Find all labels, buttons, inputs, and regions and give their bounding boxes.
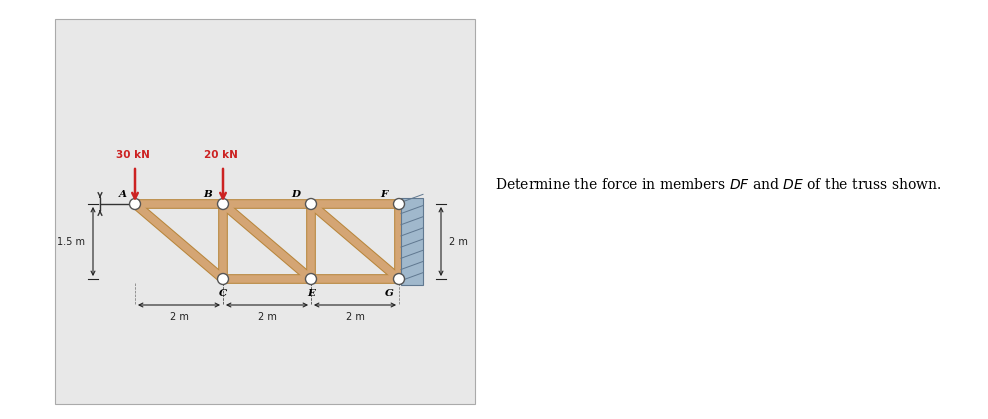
Circle shape — [217, 199, 228, 210]
Text: 2 m: 2 m — [258, 312, 277, 322]
Text: 2 m: 2 m — [170, 312, 189, 322]
Text: Determine the force in members $\mathit{DF}$ and $\mathit{DE}$ of the truss show: Determine the force in members $\mathit{… — [495, 176, 942, 191]
Text: A: A — [119, 189, 127, 199]
Text: C: C — [219, 289, 227, 297]
Circle shape — [217, 274, 228, 285]
Text: 2 m: 2 m — [449, 236, 468, 246]
Text: F: F — [380, 189, 387, 199]
Circle shape — [305, 199, 316, 210]
Text: G: G — [384, 289, 393, 297]
Bar — [401, 198, 423, 285]
Text: 20 kN: 20 kN — [205, 150, 238, 160]
Text: 2 m: 2 m — [346, 312, 365, 322]
Text: 1.5 m: 1.5 m — [57, 236, 85, 246]
Text: D: D — [291, 189, 300, 199]
Circle shape — [129, 199, 140, 210]
Circle shape — [393, 199, 404, 210]
Bar — [55, 19, 475, 404]
Circle shape — [305, 274, 316, 285]
Circle shape — [393, 274, 404, 285]
Text: E: E — [307, 289, 315, 297]
Text: B: B — [204, 189, 212, 199]
Text: 30 kN: 30 kN — [116, 150, 150, 160]
